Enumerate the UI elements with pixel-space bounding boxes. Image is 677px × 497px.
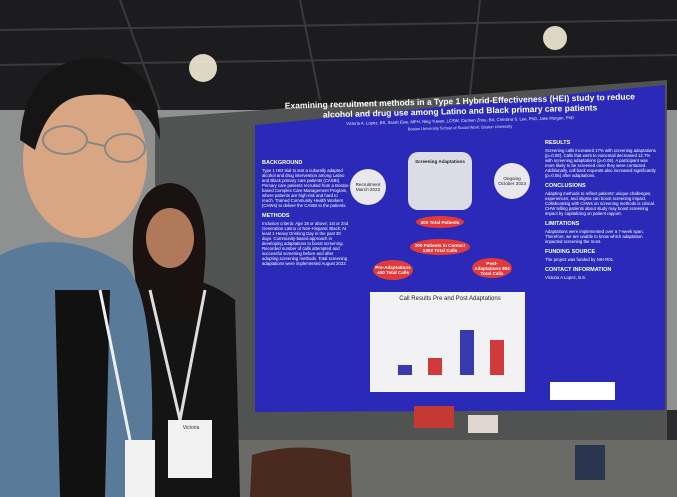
section-heading: CONTACT INFORMATION bbox=[545, 267, 612, 273]
man-hair bbox=[20, 58, 160, 150]
section-text: Screening calls increased 17% with scree… bbox=[545, 148, 656, 178]
section-text: The project was funded by NIH R01. bbox=[545, 257, 615, 262]
man-shirt bbox=[55, 290, 110, 497]
section-text: Adaptations were implemented over a 7-we… bbox=[545, 229, 644, 244]
section-heading: FUNDING SOURCE bbox=[545, 249, 596, 255]
flow-circle bbox=[494, 163, 530, 199]
flow-pre: Pre-Adaptations 400 Total Calls bbox=[375, 265, 411, 275]
name-badge bbox=[125, 440, 155, 497]
chair bbox=[250, 447, 352, 497]
flow-oval bbox=[373, 260, 413, 280]
chart-shape bbox=[398, 365, 412, 375]
man-face bbox=[23, 82, 147, 238]
section-heading: LIMITATIONS bbox=[545, 221, 580, 227]
sign bbox=[414, 406, 454, 428]
section-heading: RESULTS bbox=[545, 140, 571, 146]
flow-oval bbox=[416, 216, 464, 228]
section-heading: METHODS bbox=[262, 213, 290, 219]
section-text: Type 1 HEI trial to test a culturally ad… bbox=[262, 168, 350, 208]
chart-shape bbox=[428, 358, 442, 375]
flow-middle: Screening Adaptations bbox=[415, 158, 465, 164]
flow-contact: 200 Patients in Contact 1202 Total Calls bbox=[414, 242, 466, 253]
ceiling-light bbox=[543, 26, 567, 50]
flow-end: Ongoing October 2023 bbox=[498, 176, 526, 186]
section-text: Inclusion criteria: Age 18 or above; 1st… bbox=[262, 221, 349, 266]
sign bbox=[468, 415, 498, 433]
badge-name: Victoria bbox=[182, 425, 200, 431]
section-text: Victoria A Lopez, B.S. bbox=[545, 275, 587, 280]
flow-box bbox=[408, 152, 472, 210]
lanyard bbox=[98, 289, 132, 441]
flow-start: Recruitment March 2022 bbox=[355, 182, 381, 192]
ceiling-light bbox=[189, 54, 217, 82]
woman-face bbox=[146, 208, 194, 268]
person-legs bbox=[575, 445, 605, 480]
flow-circle bbox=[350, 169, 386, 205]
left-column: BACKGROUND Type 1 HEI trial to test a cul… bbox=[262, 160, 350, 271]
section-heading: BACKGROUND bbox=[262, 160, 303, 166]
section-heading: CONCLUSIONS bbox=[545, 183, 586, 189]
chart-shape bbox=[460, 330, 474, 375]
section-text: Adapting methods to reflect patients' un… bbox=[545, 191, 656, 216]
flow-total: 300 Total Patients bbox=[420, 219, 460, 225]
chart-shape bbox=[490, 340, 504, 375]
flow-oval bbox=[472, 258, 512, 278]
glasses bbox=[42, 125, 146, 163]
name-badge bbox=[168, 420, 212, 478]
right-column: RESULTS Screening calls increased 17% wit… bbox=[545, 140, 657, 285]
logo-strip bbox=[550, 382, 615, 400]
flow-oval bbox=[410, 239, 470, 255]
poster-chart-title: Call Results Pre and Post Adaptations bbox=[399, 296, 501, 302]
flow-post: Post-Adaptations 804 Total Calls bbox=[474, 260, 510, 276]
